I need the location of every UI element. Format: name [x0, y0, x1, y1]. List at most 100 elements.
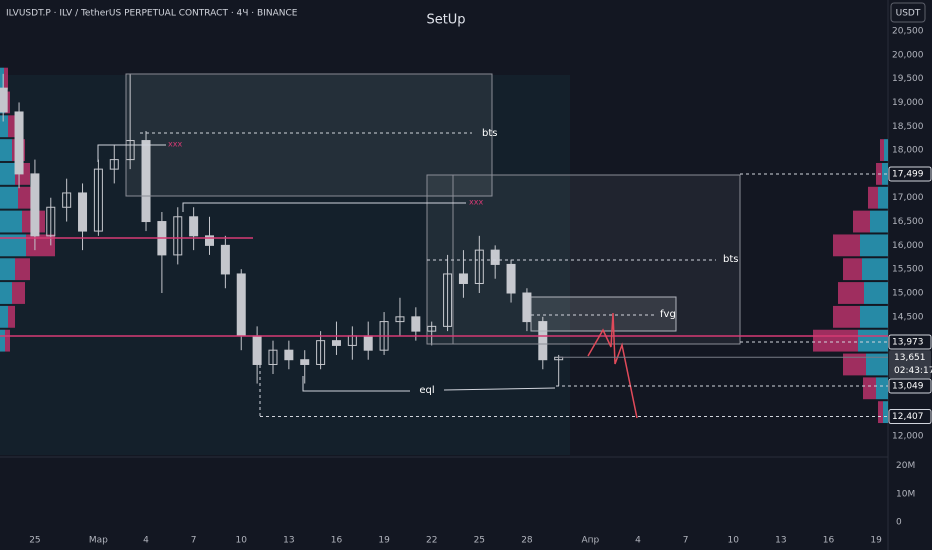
candle-body: [30, 173, 40, 237]
profile-buy: [0, 186, 18, 209]
candle: [62, 178, 72, 222]
level-line: [443, 387, 556, 391]
price-label: 17,499: [892, 169, 924, 179]
profile-sell: [4, 67, 8, 90]
currency[interactable]: USDT: [896, 9, 921, 19]
candle-body: [331, 340, 341, 346]
annotation-label: bts: [482, 128, 497, 139]
last-price: 13,651: [894, 353, 926, 363]
projection-path: [587, 312, 638, 419]
profile-row: [0, 329, 10, 352]
x-tick-label: 4: [635, 536, 641, 546]
candle: [427, 321, 437, 346]
x-tick-label: 25: [29, 536, 40, 546]
x-tick-label: 7: [191, 536, 197, 546]
candle-body: [62, 192, 72, 208]
y2-tick-label: 10M: [896, 489, 915, 499]
candle: [109, 145, 119, 184]
candle: [331, 321, 341, 355]
y-tick-label: 14,500: [892, 312, 924, 322]
price-label: 13,973: [892, 337, 924, 347]
candle: [474, 235, 484, 294]
candle-body: [427, 325, 437, 332]
level-line: [182, 202, 466, 212]
x-tick-label: 7: [683, 536, 689, 546]
profile-sell: [8, 115, 15, 138]
x-tick-label: Мар: [89, 536, 108, 546]
y-tick-label: 17,000: [892, 193, 924, 203]
candle-body: [490, 249, 500, 265]
symbol-header: ILVUSDT.P · ILV / TetherUS PERPETUAL CON…: [6, 9, 298, 19]
candle: [220, 235, 230, 289]
candle: [30, 159, 40, 251]
profile-buy: [860, 305, 888, 328]
profile-row: [833, 234, 888, 257]
y-tick-label: 20,500: [892, 26, 924, 36]
profile-sell: [15, 258, 30, 281]
profile-row: [0, 282, 25, 304]
x-tick-label: 22: [426, 536, 437, 546]
y-tick-label: 16,000: [892, 241, 924, 251]
y-tick-label: 20,000: [892, 50, 924, 60]
x-tick-label: 10: [236, 536, 248, 546]
profile-buy: [884, 139, 888, 161]
profile-buy: [0, 115, 8, 138]
candle: [268, 340, 278, 375]
candle: [205, 216, 215, 255]
profile-sell: [880, 139, 884, 161]
candle-body: [205, 235, 215, 246]
annotation-label: xxx: [168, 140, 182, 149]
candle-body: [316, 340, 326, 365]
profile-sell: [26, 234, 55, 257]
candle-body: [173, 216, 183, 256]
candle-body: [395, 316, 405, 323]
candle-body: [506, 263, 516, 294]
currency-box[interactable]: [890, 2, 926, 23]
y-tick-label: 15,500: [892, 265, 924, 275]
candle: [443, 254, 453, 332]
profile-buy: [860, 234, 888, 257]
profile-row: [833, 305, 888, 328]
profile-row: [0, 67, 8, 90]
candle-body: [443, 273, 453, 327]
level-line: [97, 144, 166, 162]
profile-sell: [813, 329, 858, 352]
fvg-box: [530, 296, 677, 332]
candle-body: [411, 316, 421, 332]
candle-body: [458, 273, 468, 284]
candle-body: [474, 249, 484, 284]
profile-buy: [0, 139, 12, 161]
y-tick-label: 18,000: [892, 146, 924, 156]
profile-buy: [0, 210, 22, 233]
profile-sell: [863, 377, 876, 400]
candle-body: [109, 159, 119, 170]
candle-body: [93, 168, 103, 232]
x-tick-label: 19: [870, 536, 882, 546]
profile-row: [0, 186, 35, 209]
profile-buy: [876, 377, 888, 400]
candle-body: [300, 359, 310, 365]
last-price-box: [889, 350, 931, 379]
profile-row: [0, 258, 30, 281]
profile-buy: [858, 329, 888, 352]
candle: [173, 207, 183, 265]
candle-body: [252, 335, 262, 365]
price-label-box: [888, 166, 932, 182]
profile-row: [878, 401, 888, 424]
profile-row: [0, 305, 15, 328]
chart-title: SetUp: [426, 13, 465, 28]
candle-body: [189, 216, 199, 237]
profile-sell: [5, 329, 10, 352]
profile-buy: [0, 162, 15, 185]
profile-buy: [0, 67, 4, 90]
profile-row: [868, 186, 888, 209]
profile-sell: [843, 258, 862, 281]
profile-buy: [862, 258, 888, 281]
candle: [395, 297, 405, 336]
candle-body: [268, 349, 278, 365]
annotations: bts bts fvg eql xxx xxx: [0, 73, 888, 419]
candle: [411, 307, 421, 341]
price-label-box: [888, 378, 932, 394]
y-tick-label: 18,500: [892, 122, 924, 132]
profile-buy: [0, 305, 8, 328]
